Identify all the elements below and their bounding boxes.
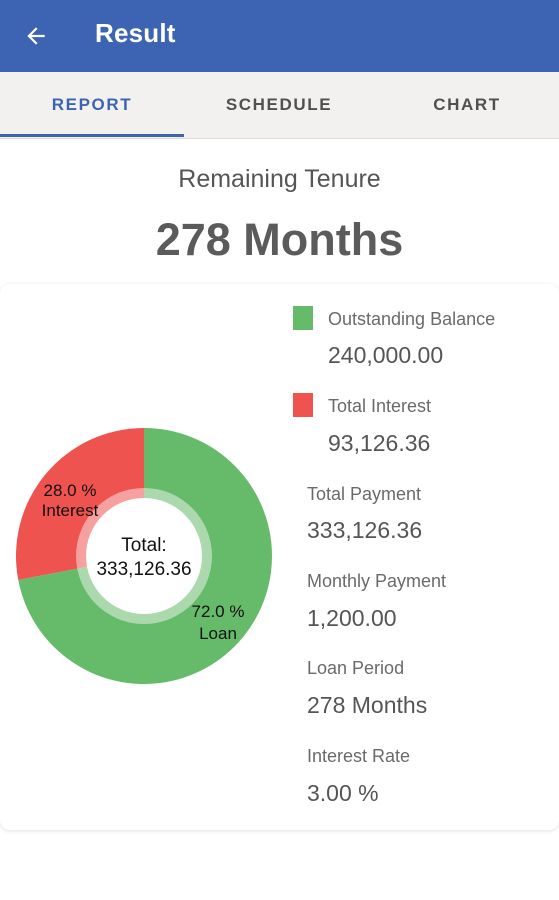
active-tab-indicator [0, 134, 184, 137]
total-payment-label: Total Payment [307, 484, 422, 504]
arrow-left-icon [27, 27, 45, 45]
loan-name-label: Loan [199, 624, 237, 643]
donut-hole [86, 498, 202, 614]
interest-percent-label: 28.0 % [44, 481, 97, 500]
back-button[interactable] [14, 14, 58, 58]
tab-report[interactable]: REPORT [51, 95, 133, 114]
remaining-tenure-label: Remaining Tenure [178, 165, 381, 193]
total-interest-value: 93,126.36 [328, 430, 431, 456]
outstanding-balance-value: 240,000.00 [328, 342, 444, 368]
loan-percent-label: 72.0 % [192, 602, 245, 621]
outstanding-balance-swatch [293, 306, 313, 330]
interest-rate-label: Interest Rate [307, 746, 411, 766]
interest-rate-value: 3.00 % [307, 780, 379, 806]
donut-chart: Total: 333,126.36 28.0 % Interest 72.0 %… [16, 428, 273, 684]
outstanding-balance-label: Outstanding Balance [328, 309, 496, 329]
monthly-payment-value: 1,200.00 [307, 605, 397, 631]
remaining-tenure-value: 278 Months [155, 214, 404, 265]
tab-chart[interactable]: CHART [433, 95, 501, 114]
total-interest-label: Total Interest [328, 396, 432, 416]
total-payment-value: 333,126.36 [307, 517, 423, 543]
center-label: Total: [121, 535, 166, 556]
center-value: 333,126.36 [96, 559, 191, 580]
total-interest-swatch [293, 393, 313, 417]
tab-schedule[interactable]: SCHEDULE [225, 95, 333, 114]
tab-bar: REPORT SCHEDULE CHART [0, 72, 559, 139]
app-bar: Result [0, 0, 559, 72]
loan-period-label: Loan Period [307, 658, 405, 678]
monthly-payment-label: Monthly Payment [307, 571, 447, 591]
loan-period-value: 278 Months [307, 692, 428, 718]
interest-name-label: Interest [42, 501, 99, 520]
page-title: Result [95, 18, 176, 48]
